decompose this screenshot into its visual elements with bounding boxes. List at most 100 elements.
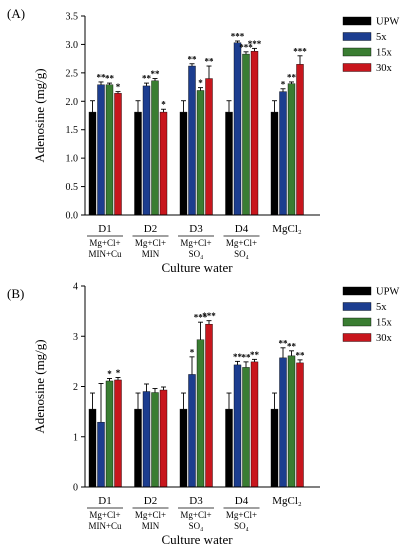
bar-upw-d4 xyxy=(225,111,233,216)
significance-mark: ** xyxy=(233,352,243,362)
significance-mark: *** xyxy=(231,32,245,42)
legend-label-upw: UPW xyxy=(376,287,399,298)
legend-swatch-30x xyxy=(342,333,372,342)
bar-30x-mgcl2 xyxy=(296,362,304,488)
category-label: D3 xyxy=(189,223,203,235)
bar-30x-d3 xyxy=(205,78,213,216)
legend-label-upw: UPW xyxy=(376,17,399,28)
category-sub-label: Mg+Cl+ xyxy=(180,238,211,248)
legend-label-30x: 30x xyxy=(376,63,393,74)
y-tick-label: 3.5 xyxy=(66,12,79,23)
bar-30x-d4 xyxy=(250,51,259,216)
significance-mark: * xyxy=(107,369,112,379)
bar-upw-d2 xyxy=(134,111,142,216)
significance-mark: * xyxy=(281,79,286,89)
significance-mark: *** xyxy=(202,311,216,321)
bar-30x-d1 xyxy=(114,93,122,216)
x-axis-title: Culture water xyxy=(161,260,233,275)
bar-30x-d4 xyxy=(250,361,259,488)
bar-upw-mgcl2 xyxy=(270,111,279,216)
category-label: MgCl₂ xyxy=(272,495,302,507)
significance-mark: ** xyxy=(205,57,215,67)
significance-mark: ** xyxy=(287,72,297,82)
y-tick-label: 0 xyxy=(73,483,78,494)
panel-label: (B) xyxy=(7,286,24,301)
significance-mark: * xyxy=(116,368,121,378)
y-tick-label: 0.0 xyxy=(66,211,79,222)
category-sub-label: MIN+Cu xyxy=(88,521,122,531)
panel-label: (A) xyxy=(7,6,25,21)
panel-a-chart: (A) 0.0 0.5 1.0 1.5 2.0 2.5 3.0 3.5 Adenosine (mg… xyxy=(7,6,399,275)
bar-30x-mgcl2 xyxy=(296,64,304,216)
y-tick-label: 1 xyxy=(73,432,78,443)
significance-mark: ** xyxy=(142,74,152,84)
y-tick-label: 2.5 xyxy=(66,68,79,79)
category-sub-label: Mg+Cl+ xyxy=(135,238,166,248)
category-sub-label: Mg+Cl+ xyxy=(89,510,120,520)
legend-swatch-5x xyxy=(342,32,372,41)
legend-label-30x: 30x xyxy=(376,333,393,344)
category-label: D4 xyxy=(235,495,249,507)
category-label: D2 xyxy=(144,223,157,235)
category-label: D4 xyxy=(235,223,249,235)
y-tick-label: 4 xyxy=(73,282,78,293)
significance-mark: *** xyxy=(194,313,208,323)
bar-15x-d2 xyxy=(151,80,159,216)
significance-mark: *** xyxy=(248,39,262,49)
y-tick-label: 3.0 xyxy=(66,40,79,51)
bar-upw-d1 xyxy=(88,111,97,216)
y-tick-label: 2 xyxy=(73,382,78,393)
significance-mark: ** xyxy=(151,69,161,79)
y-axis-title: Adenosine (mg/g) xyxy=(32,68,47,162)
bar-upw-d1 xyxy=(88,408,97,488)
category-sub-label: Mg+Cl+ xyxy=(89,238,120,248)
significance-mark: ** xyxy=(188,54,198,64)
bar-5x-d1 xyxy=(97,421,105,488)
bar-15x-d3 xyxy=(196,90,205,216)
significance-mark: ** xyxy=(287,341,297,351)
bar-upw-d3 xyxy=(179,111,188,216)
bar-30x-d3 xyxy=(205,323,213,488)
legend-swatch-upw xyxy=(342,286,372,296)
legend-swatch-15x xyxy=(342,47,372,57)
significance-mark: ** xyxy=(296,350,306,360)
bar-5x-d2 xyxy=(142,85,151,216)
bar-30x-d2 xyxy=(159,111,168,216)
bar-5x-d2 xyxy=(142,391,151,488)
bar-15x-d4 xyxy=(242,367,250,488)
bar-15x-d1 xyxy=(105,84,114,216)
category-sub-label: Mg+Cl+ xyxy=(226,510,257,520)
significance-mark: ** xyxy=(279,338,289,348)
bar-upw-d4 xyxy=(225,408,233,488)
bar-5x-d3 xyxy=(188,374,196,488)
legend-label-15x: 15x xyxy=(376,318,393,329)
bar-15x-d1 xyxy=(105,380,114,488)
bar-15x-mgcl2 xyxy=(287,83,296,216)
legend-swatch-15x xyxy=(342,317,372,327)
significance-mark: ** xyxy=(105,74,115,84)
y-tick-label: 2.0 xyxy=(66,97,79,108)
bar-5x-d3 xyxy=(188,65,196,216)
bar-15x-d3 xyxy=(196,339,205,488)
category-sub-label: MIN xyxy=(142,249,160,259)
category-label: D2 xyxy=(144,495,157,507)
bar-15x-d2 xyxy=(151,392,159,488)
category-sub-label: SO₄ xyxy=(189,249,204,259)
bar-15x-d4 xyxy=(242,53,250,216)
category-sub-label: Mg+Cl+ xyxy=(226,238,257,248)
category-label: D1 xyxy=(98,495,111,507)
category-sub-label: SO₄ xyxy=(234,249,249,259)
significance-mark: ** xyxy=(97,72,107,82)
bar-15x-mgcl2 xyxy=(287,355,296,488)
category-label: MgCl₂ xyxy=(272,223,302,235)
legend-swatch-30x xyxy=(342,63,372,72)
y-tick-label: 1.5 xyxy=(66,125,79,136)
category-sub-label: SO₄ xyxy=(189,521,204,531)
bar-upw-d3 xyxy=(179,408,188,488)
bar-30x-d2 xyxy=(159,389,168,488)
significance-mark: *** xyxy=(239,42,253,52)
category-sub-label: Mg+Cl+ xyxy=(180,510,211,520)
category-label: D1 xyxy=(98,223,111,235)
